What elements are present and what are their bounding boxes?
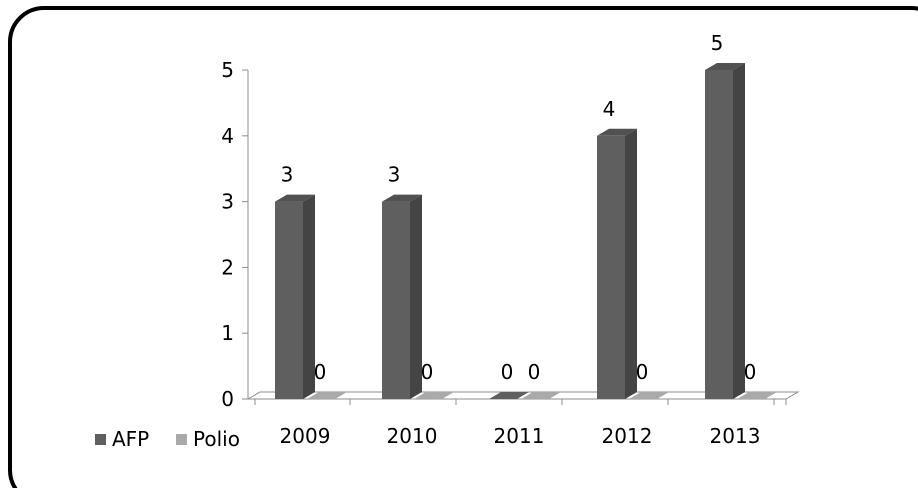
bar-afp-2012-side (625, 128, 637, 400)
bar-afp-2010 (382, 194, 422, 399)
bar-afp-2011-flat (489, 392, 529, 399)
bar-afp-2013 (705, 63, 745, 399)
bar-polio-2010-flat (414, 392, 454, 399)
chart-border (8, 6, 918, 493)
y-tick-label: 0 (221, 387, 234, 411)
bars-group (275, 63, 777, 400)
bar-polio-2009-flat (307, 392, 347, 399)
y-tick-label: 5 (221, 58, 234, 82)
data-label-polio-2012: 0 (636, 360, 649, 384)
y-tick-label: 3 (221, 190, 234, 214)
bar-afp-2009 (275, 194, 315, 399)
data-label-afp-2011: 0 (501, 360, 514, 384)
legend-swatch-afp (95, 434, 106, 445)
data-label-polio-2011: 0 (528, 360, 541, 384)
data-label-polio-2013: 0 (744, 360, 757, 384)
x-tick-label-2010: 2010 (387, 424, 438, 448)
data-label-afp-2012: 4 (603, 97, 616, 121)
bar-polio-2012-flat (629, 392, 669, 399)
x-tick-label-2012: 2012 (602, 424, 653, 448)
data-label-afp-2010: 3 (388, 163, 401, 187)
bar-polio-2009 (307, 392, 347, 399)
bar-afp-2010-top (382, 194, 422, 202)
legend: AFP Polio (95, 427, 240, 451)
data-label-afp-2013: 5 (711, 31, 724, 55)
bar-afp-2013-top (705, 63, 745, 70)
legend-swatch-polio (176, 434, 187, 445)
bar-afp-2013-side (733, 63, 745, 399)
bar-afp-2009-front (275, 201, 303, 399)
bar-polio-2011 (521, 392, 561, 399)
legend-label-afp: AFP (112, 427, 149, 451)
x-axis-labels: 2009 2010 2011 2012 2013 (280, 424, 761, 448)
bar-afp-2012-front (597, 135, 625, 400)
legend-label-polio: Polio (193, 427, 240, 451)
y-tick-label: 4 (221, 124, 234, 148)
bar-afp-2010-side (410, 194, 422, 399)
y-axis-ticks: 0 1 2 3 4 5 (221, 58, 248, 411)
bar-afp-2009-top (275, 194, 315, 202)
bar-afp-2012 (597, 128, 637, 400)
bar-afp-2011 (489, 392, 529, 399)
data-label-polio-2009: 0 (314, 360, 327, 384)
bar-polio-2011-flat (521, 392, 561, 399)
x-tick-label-2011: 2011 (494, 424, 545, 448)
y-tick-label: 1 (221, 321, 234, 345)
bar-polio-2010 (414, 392, 454, 399)
bar-afp-2010-front (382, 201, 410, 399)
x-tick-label-2009: 2009 (280, 424, 331, 448)
data-label-afp-2009: 3 (281, 163, 294, 187)
x-tick-label-2013: 2013 (710, 424, 761, 448)
data-label-polio-2010: 0 (421, 360, 434, 384)
bar-afp-2009-side (303, 194, 315, 399)
bar-afp-2012-top (597, 128, 637, 136)
bar-polio-2013-flat (737, 392, 777, 399)
y-tick-label: 2 (221, 255, 234, 279)
bar-polio-2012 (629, 392, 669, 399)
bar-afp-2013-front (705, 70, 733, 399)
bar-polio-2013 (737, 392, 777, 399)
